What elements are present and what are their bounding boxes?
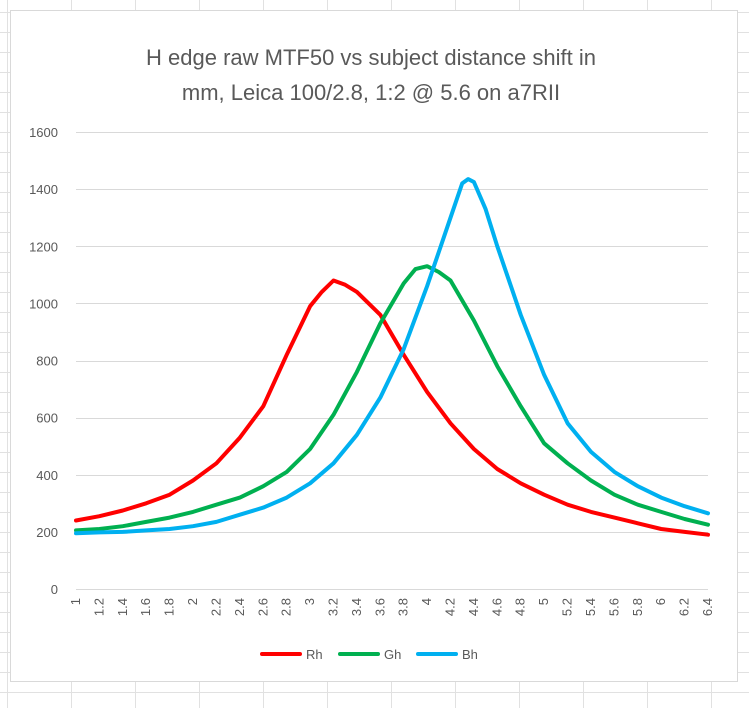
x-tick-label: 4.8: [513, 598, 528, 616]
y-tick-label: 200: [36, 525, 58, 540]
x-tick-label: 2.8: [279, 598, 294, 616]
y-axis-tick-labels: 0 200 400 600 800 1000 1200 1400 1600: [29, 125, 58, 597]
x-tick-label: 3.6: [372, 598, 387, 616]
y-tick-label: 400: [36, 468, 58, 483]
x-tick-label: 1.4: [115, 598, 130, 616]
x-tick-label: 1.2: [91, 598, 106, 616]
series-line-rh: [74, 278, 710, 537]
x-tick-label: 5.6: [606, 598, 621, 616]
y-tick-label: 1200: [29, 239, 58, 254]
y-tick-label: 1000: [29, 296, 58, 311]
y-tick-label: 1600: [29, 125, 58, 140]
legend-label-gh: Gh: [384, 647, 401, 662]
legend-label-bh: Bh: [462, 647, 478, 662]
x-tick-label: 4.2: [443, 598, 458, 616]
legend: Rh Gh Bh: [260, 647, 478, 662]
x-tick-label: 6: [653, 598, 668, 605]
series-lines: [74, 177, 710, 537]
chart-title-line-1: H edge raw MTF50 vs subject distance shi…: [146, 45, 596, 70]
x-tick-label: 1: [68, 598, 83, 605]
x-tick-label: 4: [419, 598, 434, 605]
x-tick-label: 3.2: [325, 598, 340, 616]
series-line-gh: [74, 264, 710, 533]
x-axis-tick-labels: 1 1.2 1.4 1.6 1.8 2 2.2 2.4 2.6 2.8 3 3.2 3.4 3.6 3.8 4…: [68, 598, 715, 616]
x-tick-label: 6.2: [677, 598, 692, 616]
plot-gridlines: [76, 132, 708, 590]
x-tick-label: 5: [536, 598, 551, 605]
x-tick-label: 5.8: [630, 598, 645, 616]
chart-title-line-2: mm, Leica 100/2.8, 1:2 @ 5.6 on a7RII: [182, 80, 560, 105]
y-tick-label: 600: [36, 411, 58, 426]
y-tick-label: 1400: [29, 182, 58, 197]
x-tick-label: 2: [185, 598, 200, 605]
x-tick-label: 6.4: [700, 598, 715, 616]
x-tick-label: 1.8: [162, 598, 177, 616]
y-tick-label: 800: [36, 354, 58, 369]
x-tick-label: 2.2: [208, 598, 223, 616]
x-tick-label: 3: [302, 598, 317, 605]
x-tick-label: 5.4: [583, 598, 598, 616]
x-tick-label: 5.2: [560, 598, 575, 616]
y-tick-label: 0: [51, 582, 58, 597]
x-tick-label: 1.6: [138, 598, 153, 616]
series-line-bh: [74, 177, 710, 536]
x-tick-label: 4.6: [489, 598, 504, 616]
x-tick-label: 3.8: [396, 598, 411, 616]
x-tick-label: 2.6: [255, 598, 270, 616]
chart-area[interactable]: [10, 10, 738, 682]
x-tick-label: 2.4: [232, 598, 247, 616]
x-tick-label: 3.4: [349, 598, 364, 616]
x-tick-label: 4.4: [466, 598, 481, 616]
legend-label-rh: Rh: [306, 647, 323, 662]
